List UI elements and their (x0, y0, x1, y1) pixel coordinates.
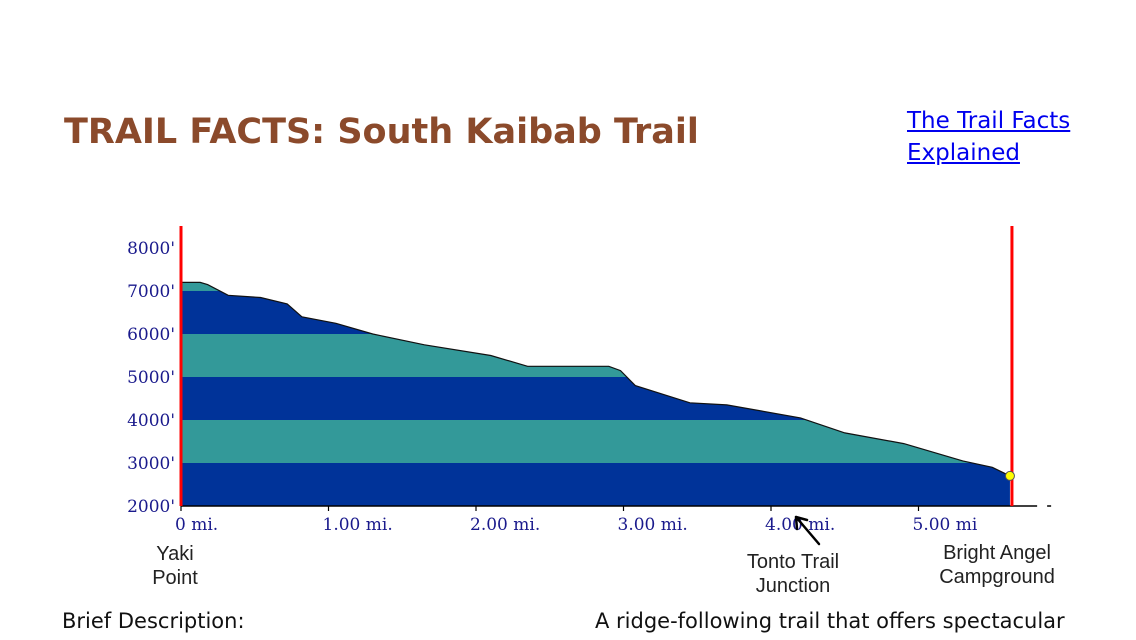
elevation-band (181, 463, 1010, 506)
trail-facts-explained-link[interactable]: The Trail Facts Explained (907, 108, 1071, 166)
y-tick-label: 8000' (127, 239, 175, 259)
yaki-point-label: Yaki (156, 543, 193, 565)
y-tick-label: 2000' (127, 497, 175, 517)
tonto-trail-junction-label: Tonto Trail (747, 551, 839, 573)
x-tick-label: 5.00 mi (913, 515, 978, 535)
y-tick-label: 7000' (127, 282, 175, 302)
elevation-profile-chart: 8000' 7000' 6000' 5000' 4000' 3000' 2000' 0 mi… (127, 226, 1055, 597)
elevation-band (181, 282, 1010, 291)
y-tick-label: 4000' (127, 411, 175, 431)
brief-description-label: Brief Description: (62, 609, 245, 633)
tonto-arrow-icon (794, 515, 821, 546)
y-tick-label: 3000' (127, 454, 175, 474)
elevation-band (181, 334, 1010, 377)
elevation-band (181, 377, 1010, 420)
elevation-profile-line (181, 281, 1011, 477)
x-tick-label: 0 mi. (175, 515, 218, 535)
x-tick-label: 2.00 mi. (470, 515, 540, 535)
bright-angel-campground-label: Campground (939, 566, 1055, 588)
tonto-trail-junction-label: Junction (756, 575, 831, 597)
bright-angel-campground-label: Bright Angel (943, 542, 1051, 564)
page-title: TRAIL FACTS: South Kaibab Trail (64, 112, 699, 152)
x-tick-label: 3.00 mi. (618, 515, 688, 535)
y-axis-ticks: 8000' 7000' 6000' 5000' 4000' 3000' 2000' (127, 239, 175, 517)
y-tick-label: 5000' (127, 368, 175, 388)
x-tick-label: 4.00 mi. (765, 515, 835, 535)
brief-description-text: A ridge-following trail that offers spec… (595, 609, 1065, 633)
y-tick-label: 6000' (127, 325, 175, 345)
x-axis-ticks: 0 mi. 1.00 mi. 2.00 mi. 3.00 mi. 4.00 mi. 5.0… (175, 506, 978, 535)
elevation-bands (181, 282, 1010, 506)
yaki-point-label: Point (152, 567, 198, 589)
endpoint-marker (1004, 470, 1015, 481)
elevation-band (181, 420, 1010, 463)
x-tick-label: 1.00 mi. (323, 515, 393, 535)
elevation-band (181, 291, 1010, 334)
